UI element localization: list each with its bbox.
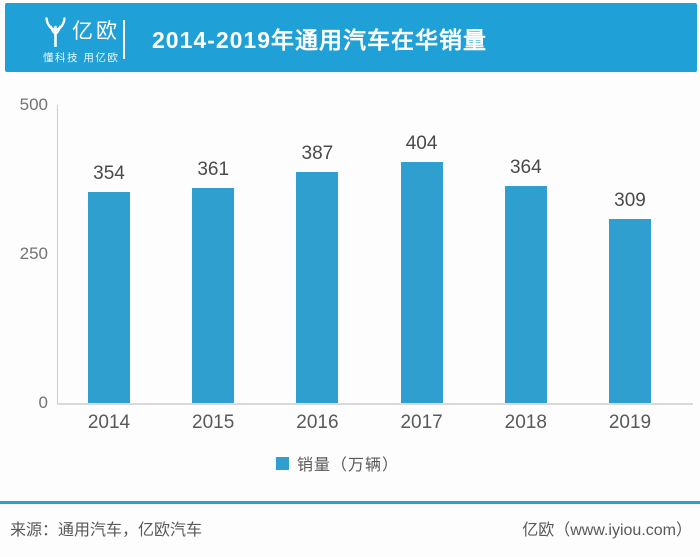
footer-divider-line [0, 501, 700, 504]
logo-brand-text: 亿欧 [72, 20, 120, 43]
x-axis-tick-label: 2019 [608, 412, 652, 433]
bar-2015 [192, 187, 235, 403]
bar-value-label: 361 [197, 158, 230, 180]
y-axis-tick-label: 500 [19, 95, 48, 114]
bar-value-label: 354 [93, 163, 125, 185]
iyiou-antler-logo-icon [45, 17, 66, 47]
footer-brand-text: 亿欧（www.iyiou.com） [522, 522, 692, 539]
banner-divider [123, 20, 125, 59]
bar-2019 [609, 218, 651, 403]
bar-value-label: 387 [301, 143, 334, 165]
chart-title: 2014-2019年通用汽车在华销量 [152, 26, 487, 53]
x-axis-tick-label: 2017 [400, 412, 443, 433]
bar-value-label: 404 [405, 133, 438, 155]
legend: 销量（万辆） [276, 451, 399, 475]
bar-2014 [88, 192, 130, 403]
legend-label: 销量（万辆） [297, 457, 400, 474]
iyiou-logo: 亿欧 [43, 17, 120, 47]
y-axis-tick-label: 0 [38, 393, 48, 412]
bar-2017 [400, 162, 443, 403]
x-axis-line [57, 403, 693, 405]
y-axis-line [57, 105, 58, 403]
y-axis-tick-label: 250 [19, 244, 48, 263]
x-axis-tick-label: 2014 [87, 412, 131, 433]
footer-source-text: 来源：通用汽车，亿欧汽车 [10, 522, 203, 539]
logo-tagline: 懂科技 用亿欧 [43, 52, 120, 64]
legend-swatch [276, 456, 289, 470]
bar-2018 [504, 186, 547, 403]
bar-2016 [296, 172, 339, 403]
bar-value-label: 309 [614, 189, 646, 211]
header-banner: 亿欧 懂科技 用亿欧 2014-2019年通用汽车在华销量 [5, 3, 697, 72]
x-axis-tick-label: 2018 [504, 412, 547, 433]
x-axis-tick-label: 2016 [296, 412, 339, 433]
bar-value-label: 364 [509, 157, 542, 179]
x-axis-tick-label: 2015 [192, 412, 235, 433]
